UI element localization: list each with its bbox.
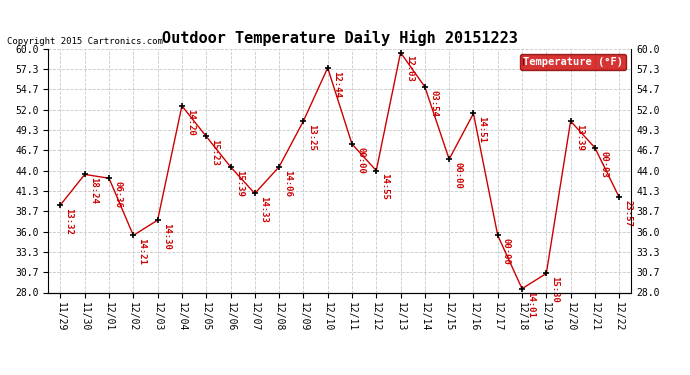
Text: 13:39: 13:39 <box>575 124 584 151</box>
Text: 03:54: 03:54 <box>429 90 438 117</box>
Text: 12:44: 12:44 <box>332 70 341 98</box>
Text: 14:21: 14:21 <box>137 238 146 265</box>
Text: 14:01: 14:01 <box>526 291 535 318</box>
Text: 00:00: 00:00 <box>453 162 462 189</box>
Text: 15:23: 15:23 <box>210 139 219 166</box>
Text: 14:30: 14:30 <box>161 223 171 250</box>
Text: 12:03: 12:03 <box>405 56 414 82</box>
Text: 06:36: 06:36 <box>113 181 122 208</box>
Text: 14:33: 14:33 <box>259 196 268 223</box>
Text: 13:25: 13:25 <box>308 124 317 151</box>
Text: 18:24: 18:24 <box>89 177 98 204</box>
Text: Copyright 2015 Cartronics.com: Copyright 2015 Cartronics.com <box>7 38 163 46</box>
Text: 14:51: 14:51 <box>477 116 486 143</box>
Title: Outdoor Temperature Daily High 20151223: Outdoor Temperature Daily High 20151223 <box>162 30 518 46</box>
Text: 14:20: 14:20 <box>186 109 195 135</box>
Text: 15:39: 15:39 <box>235 170 244 196</box>
Text: 13:32: 13:32 <box>65 208 74 234</box>
Text: 00:00: 00:00 <box>502 238 511 265</box>
Text: 14:06: 14:06 <box>284 170 293 196</box>
Text: 00:03: 00:03 <box>599 150 608 177</box>
Text: 00:00: 00:00 <box>356 147 365 174</box>
Legend: Temperature (°F): Temperature (°F) <box>520 54 626 70</box>
Text: 14:55: 14:55 <box>380 173 389 200</box>
Text: 15:30: 15:30 <box>551 276 560 303</box>
Text: 23:57: 23:57 <box>623 200 632 227</box>
